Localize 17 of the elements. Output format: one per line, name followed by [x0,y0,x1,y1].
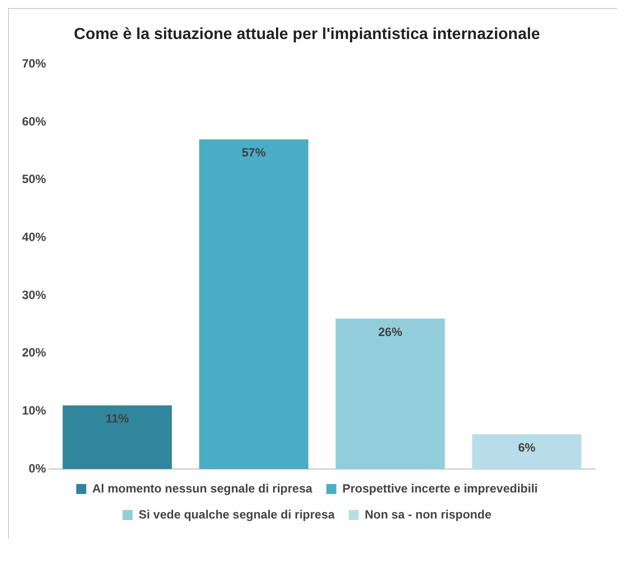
y-tick-label: 20% [22,346,46,360]
y-tick-label: 50% [22,172,46,186]
legend-label: Al momento nessun segnale di ripresa [92,481,313,496]
y-tick-label: 70% [22,56,46,71]
y-tick-label: 30% [22,288,46,302]
y-tick-label: 10% [22,403,46,418]
data-label: 11% [106,412,130,426]
y-tick-label: 40% [22,230,46,244]
data-label: 57% [242,146,266,160]
y-tick-label: 60% [22,114,46,128]
data-label: 26% [378,324,403,339]
y-tick-label: 0% [28,461,46,476]
chart-title: Come è la situazione attuale per l'impiantistica internazionale [74,26,540,44]
legend-label: Si vede qualche segnale di ripresa [138,507,336,522]
data-label: 6% [518,440,536,455]
legend-label: Prospettive incerte e imprevedibili [342,481,538,496]
legend-label: Non sa - non risponde [364,507,492,522]
